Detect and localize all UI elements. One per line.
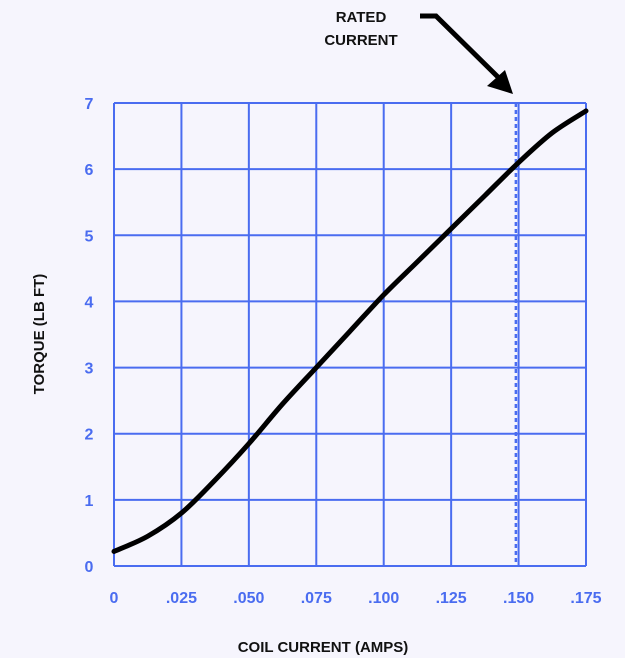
y-tick-label: 0 [85, 559, 94, 576]
x-tick-label: .075 [301, 590, 332, 607]
series-line-0 [111, 108, 589, 554]
y-tick-label: 4 [85, 294, 94, 311]
y-tick-label: 7 [85, 96, 94, 113]
x-axis-label: COIL CURRENT (AMPS) [238, 639, 409, 656]
y-tick-label: 5 [85, 228, 94, 245]
annotation-line-2: CURRENT [324, 32, 397, 49]
x-tick-label: .100 [368, 590, 399, 607]
series-group [111, 108, 589, 554]
annotation-arrow-head [487, 70, 513, 94]
x-tick-label: .125 [436, 590, 467, 607]
x-tick-label: 0 [110, 590, 119, 607]
y-tick-label: 3 [85, 361, 94, 378]
rated-current-annotation: RATED CURRENT [324, 9, 397, 49]
x-tick-label: .050 [233, 590, 264, 607]
y-axis-label: TORQUE (LB FT) [31, 274, 48, 395]
y-tick-labels: 0 1 2 3 4 5 6 7 [85, 96, 94, 576]
y-tick-label: 2 [85, 427, 94, 444]
y-tick-label: 1 [85, 493, 94, 510]
x-tick-label: .150 [503, 590, 534, 607]
grid [113, 102, 587, 567]
rated-current-marker [420, 13, 518, 566]
x-tick-labels: 0 .025 .050 .075 .100 .125 .150 .175 [110, 590, 602, 607]
annotation-line-1: RATED [336, 9, 387, 26]
x-tick-label: .025 [166, 590, 197, 607]
y-tick-label: 6 [85, 162, 94, 179]
annotation-arrow-shaft [420, 13, 503, 82]
x-tick-label: .175 [570, 590, 601, 607]
